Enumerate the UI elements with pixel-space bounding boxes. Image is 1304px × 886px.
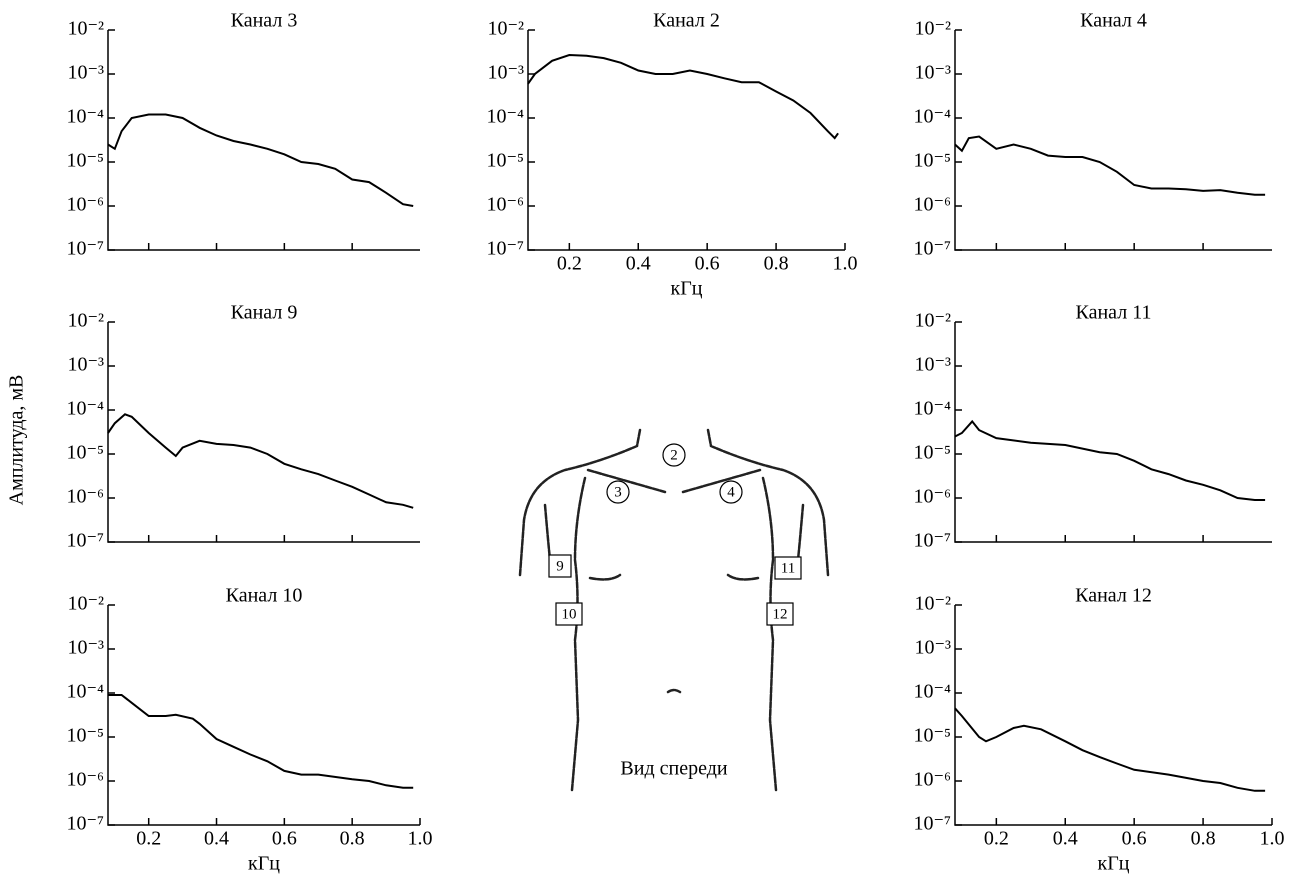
chart-title: Канал 3: [231, 10, 298, 32]
y-tick-label: 10⁻²: [67, 18, 104, 40]
line: [107, 413, 414, 509]
y-axis-label: Амплитуда, мВ: [6, 375, 28, 506]
y-tick-label: 10⁻⁵: [913, 150, 951, 172]
y-tick-label: 10⁻⁴: [913, 681, 951, 703]
torso-diagram: 2 3 4 9 10 11 12 Вид спереди: [518, 428, 830, 792]
y-tick-label: 10⁻⁷: [66, 813, 104, 835]
y-tick-label: 10⁻³: [67, 62, 104, 84]
y-tick-label: 10⁻²: [67, 593, 104, 615]
y-tick-label: 10⁻⁷: [66, 238, 104, 260]
x-axis-label: кГц: [671, 278, 703, 300]
y-tick-label: 10⁻⁶: [913, 769, 951, 791]
x-tick-label: 0.6: [1122, 828, 1147, 850]
y-tick-label: 10⁻²: [67, 310, 104, 332]
y-tick-label: 10⁻²: [914, 310, 951, 332]
y-tick-label: 10⁻³: [67, 354, 104, 376]
x-tick-label: 0.6: [695, 253, 720, 275]
y-tick-label: 10⁻⁷: [486, 238, 524, 260]
electrode-label: 10: [562, 606, 577, 622]
y-tick-label: 10⁻⁴: [66, 681, 104, 703]
axes: [107, 322, 420, 543]
x-tick-label: 0.6: [272, 828, 297, 850]
line: [954, 419, 1266, 501]
chart-title: Канал 10: [226, 585, 303, 607]
y-tick-label: 10⁻⁶: [66, 194, 104, 216]
x-tick-label: 1.0: [1260, 828, 1285, 850]
y-tick-label: 10⁻⁷: [913, 530, 951, 552]
electrode-label: 9: [556, 558, 564, 574]
chart-title: Канал 9: [231, 302, 298, 324]
x-tick-label: 0.2: [557, 253, 582, 275]
y-tick-label: 10⁻⁵: [66, 150, 104, 172]
electrode-label: 11: [781, 560, 795, 576]
x-tick-label: 1.0: [833, 253, 858, 275]
y-tick-label: 10⁻⁴: [66, 106, 104, 128]
y-tick-label: 10⁻⁶: [66, 769, 104, 791]
axes: [107, 30, 420, 251]
line: [954, 707, 1266, 792]
electrode-label: 2: [670, 447, 678, 463]
x-axis-label: кГц: [248, 853, 280, 875]
y-tick-label: 10⁻³: [914, 62, 951, 84]
line: [527, 53, 839, 140]
chart-title: Канал 11: [1076, 302, 1152, 324]
y-tick-label: 10⁻⁴: [486, 106, 524, 128]
x-tick-label: 0.4: [204, 828, 229, 850]
line: [954, 135, 1266, 196]
y-tick-label: 10⁻⁴: [913, 106, 951, 128]
y-tick-label: 10⁻⁷: [913, 813, 951, 835]
electrode-label: 4: [727, 484, 735, 500]
x-tick-label: 0.8: [1191, 828, 1216, 850]
y-tick-label: 10⁻⁴: [913, 398, 951, 420]
x-tick-label: 0.4: [1053, 828, 1078, 850]
line: [107, 113, 414, 207]
y-tick-label: 10⁻²: [914, 593, 951, 615]
y-tick-label: 10⁻⁶: [913, 486, 951, 508]
axes: [527, 30, 845, 251]
axes: [954, 605, 1272, 826]
y-tick-label: 10⁻⁶: [913, 194, 951, 216]
y-tick-label: 10⁻⁷: [913, 238, 951, 260]
y-tick-label: 10⁻⁵: [913, 725, 951, 747]
x-tick-label: 0.2: [984, 828, 1009, 850]
y-tick-label: 10⁻⁵: [66, 725, 104, 747]
y-tick-label: 10⁻²: [487, 18, 524, 40]
y-tick-label: 10⁻²: [914, 18, 951, 40]
axes: [954, 322, 1272, 543]
x-tick-label: 0.8: [340, 828, 365, 850]
y-tick-label: 10⁻³: [914, 637, 951, 659]
y-tick-label: 10⁻³: [67, 637, 104, 659]
x-axis-label: кГц: [1098, 853, 1130, 875]
y-tick-label: 10⁻⁵: [913, 442, 951, 464]
y-tick-label: 10⁻⁷: [66, 530, 104, 552]
y-tick-label: 10⁻⁶: [486, 194, 524, 216]
line: [108, 694, 414, 789]
chart-title: Канал 2: [653, 10, 720, 32]
y-tick-label: 10⁻⁵: [66, 442, 104, 464]
y-tick-label: 10⁻⁴: [66, 398, 104, 420]
y-tick-label: 10⁻³: [914, 354, 951, 376]
chart-title: Канал 4: [1080, 10, 1147, 32]
diagram-caption: Вид спереди: [620, 758, 727, 780]
electrode-label: 3: [614, 484, 622, 500]
chart-title: Канал 12: [1075, 585, 1152, 607]
x-tick-label: 0.4: [626, 253, 651, 275]
x-tick-label: 0.8: [764, 253, 789, 275]
axes: [954, 30, 1272, 251]
x-tick-label: 1.0: [408, 828, 433, 850]
electrode-label: 12: [773, 606, 788, 622]
y-tick-label: 10⁻⁵: [486, 150, 524, 172]
y-tick-label: 10⁻³: [487, 62, 524, 84]
x-tick-label: 0.2: [136, 828, 161, 850]
y-tick-label: 10⁻⁶: [66, 486, 104, 508]
